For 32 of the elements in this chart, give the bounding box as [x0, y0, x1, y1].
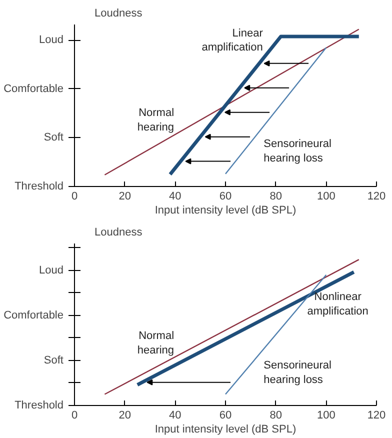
x-tick-label: 20 — [118, 190, 131, 202]
series-label: Sensorineural hearing loss — [264, 138, 332, 164]
series-label: Sensorineural hearing loss — [264, 360, 332, 386]
x-tick-label: 80 — [270, 190, 282, 202]
category-label: Loud — [39, 34, 64, 46]
category-label: Soft — [44, 354, 64, 366]
category-label: Comfortable — [4, 309, 64, 322]
series-label: Nonlinear amplification — [307, 290, 368, 318]
series-label: Normal hearing — [137, 107, 174, 134]
x-axis-title: Input intensity level (dB SPL) — [154, 204, 296, 216]
category-label: Comfortable — [4, 82, 64, 95]
series-label: Normal hearing — [137, 330, 174, 356]
x-axis-title: Input intensity level (dB SPL) — [154, 424, 296, 436]
x-tick-label: 100 — [316, 410, 336, 422]
x-tick-label: 40 — [169, 190, 182, 202]
category-label: Soft — [44, 132, 64, 144]
y-axis-title: Loudness — [94, 8, 143, 20]
x-tick-label: 40 — [169, 410, 182, 422]
x-tick-label: 100 — [316, 190, 336, 202]
x-tick-label: 20 — [118, 410, 131, 422]
x-tick-label: 0 — [71, 410, 78, 422]
category-label: Threshold — [14, 180, 64, 192]
x-tick-label: 80 — [270, 410, 282, 422]
category-label: Threshold — [14, 400, 64, 412]
series-label: Linear amplification — [202, 27, 264, 54]
x-tick-label: 60 — [219, 410, 232, 422]
x-tick-label: 120 — [367, 190, 386, 202]
x-tick-label: 0 — [71, 190, 78, 202]
x-tick-label: 120 — [367, 410, 386, 422]
category-label: Loud — [39, 264, 64, 276]
x-tick-label: 60 — [219, 190, 232, 202]
y-axis-title: Loudness — [94, 226, 143, 238]
